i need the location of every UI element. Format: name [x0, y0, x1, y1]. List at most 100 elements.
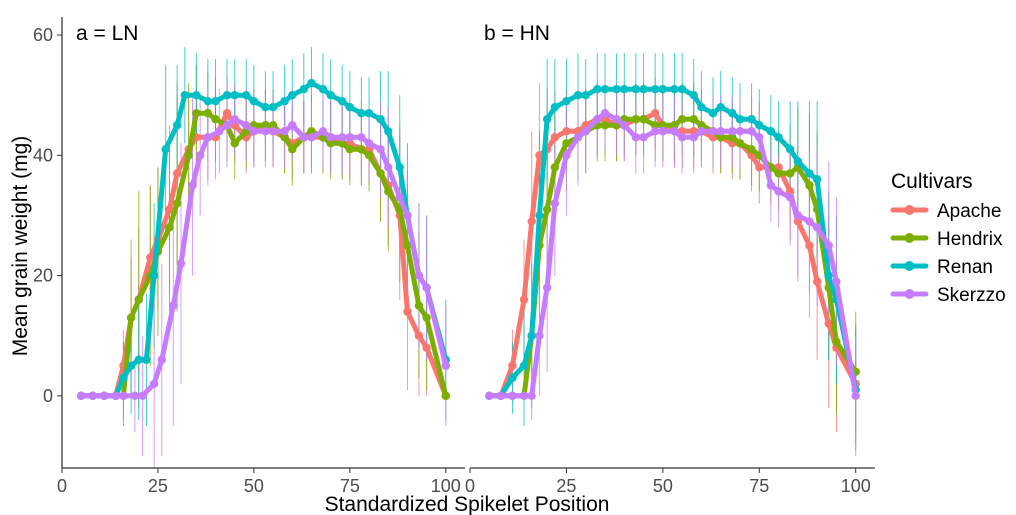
panel-a-point-skerzzo [299, 133, 308, 142]
panel-a-point-hendrix [326, 139, 335, 148]
panel-a-point-skerzzo [307, 133, 316, 142]
panel-a-series-line-apache [78, 110, 449, 399]
panel-a-point-renan [211, 96, 220, 106]
panel-a-point-renan [357, 109, 366, 118]
panel-a-point-renan [149, 271, 159, 280]
legend-title: Cultivars [891, 170, 973, 193]
panel-b-point-apache [824, 319, 833, 328]
panel-b-point-renan [766, 127, 776, 136]
panel-b-point-renan [620, 84, 629, 94]
panel-a-point-renan [249, 96, 259, 106]
panel-a-point-renan [192, 90, 201, 100]
panel-a-point-skerzzo [76, 391, 86, 401]
panel-b-point-skerzzo [519, 391, 529, 401]
panel-b-point-skerzzo [812, 223, 822, 232]
panel-a-point-skerzzo [215, 127, 224, 136]
panel-a-point-skerzzo [337, 133, 347, 142]
panel-a-point-skerzzo [345, 133, 355, 142]
panel-a-point-hendrix [403, 241, 412, 250]
panel-a-point-skerzzo [357, 133, 366, 142]
panel-b-point-skerzzo [785, 193, 795, 202]
panel-a-point-renan [161, 145, 170, 154]
panel-a-point-hendrix [184, 151, 193, 160]
panel-b-point-skerzzo [542, 283, 552, 292]
panel-a-point-skerzzo [318, 127, 328, 136]
panel-a-point-hendrix [268, 121, 278, 130]
panel-a-point-renan [326, 90, 335, 100]
panel-a-point-skerzzo [138, 391, 147, 401]
panel-a-point-apache [172, 169, 182, 178]
panel-b-point-hendrix [805, 181, 814, 190]
panel-b-point-renan [600, 84, 610, 94]
panel-b-point-skerzzo [832, 277, 841, 286]
panel-b-point-hendrix [716, 133, 725, 142]
panel-a-point-hendrix [134, 295, 143, 304]
panel-b-point-hendrix [600, 121, 610, 130]
panel-b-point-skerzzo [658, 127, 668, 136]
panel-a-point-renan [307, 78, 316, 88]
panel-a-point-hendrix [384, 187, 393, 196]
panel-a-point-hendrix [337, 139, 347, 148]
panel-a-x-tick-label: 0 [57, 476, 67, 496]
panel-a-point-renan [288, 90, 297, 100]
panel-b-point-renan [697, 103, 706, 112]
panel-b-point-skerzzo [639, 133, 648, 142]
panel-a-point-skerzzo [384, 163, 393, 172]
panel-b-point-apache [812, 277, 822, 286]
panel-a-point-skerzzo [149, 379, 159, 389]
panel-a-point-renan [142, 355, 151, 364]
panel-b-point-renan [519, 361, 529, 370]
panel-b-point-skerzzo [581, 127, 590, 136]
panel-a-point-renan [280, 96, 289, 106]
panel-a-point-renan [376, 115, 385, 124]
panel-b-point-skerzzo [650, 127, 660, 136]
panel-b-point-renan [650, 84, 660, 94]
panel-a-point-skerzzo [119, 391, 128, 401]
panel-b-point-hendrix [747, 145, 756, 154]
panel-b-point-renan [550, 103, 560, 112]
panel-a-point-skerzzo [395, 193, 404, 202]
panel-a-point-skerzzo [111, 391, 120, 401]
panel-b-point-skerzzo [735, 127, 745, 136]
panel-a-x-tick-label: 50 [244, 476, 264, 496]
panel-a-point-renan [172, 121, 182, 130]
panel-a-point-hendrix [126, 313, 136, 322]
panel-a-point-hendrix [261, 121, 270, 130]
panel-a-point-skerzzo [100, 391, 109, 401]
panel-b-point-renan [689, 90, 698, 100]
panel-b-point-skerzzo [562, 151, 571, 160]
panel-a-point-renan [230, 90, 239, 100]
panel-b-point-renan [708, 109, 718, 118]
panel-b-point-renan [508, 373, 517, 382]
panel-b-point-renan [581, 90, 590, 100]
panel-a-point-renan [268, 103, 278, 112]
panel-b-point-skerzzo [766, 181, 776, 190]
panel-b-point-renan [805, 169, 814, 178]
panel-b-point-apache [535, 151, 544, 160]
panel-a-point-skerzzo [230, 115, 239, 124]
panel-b-point-skerzzo [620, 121, 629, 130]
panel-b-x-tick-label: 50 [653, 476, 673, 496]
panel-b-point-skerzzo [593, 115, 602, 124]
legend-label: Skerzzo [937, 285, 1006, 306]
panel-b-point-skerzzo [793, 211, 803, 220]
legend-label: Apache [937, 201, 1001, 222]
panel-a-point-hendrix [211, 115, 220, 124]
panel-b-point-renan [612, 84, 621, 94]
legend-entry-apache: Apache [890, 201, 1001, 222]
panel-b-point-renan [774, 133, 783, 142]
panel-a: a = LN 0 25 50 75 100 [57, 22, 465, 496]
panel-a-point-skerzzo [376, 145, 385, 154]
y-tick-label: 60 [33, 25, 53, 45]
panel-a-point-hendrix [376, 169, 385, 178]
panel-a-point-hendrix [345, 145, 355, 154]
y-tick-label: 40 [33, 145, 53, 165]
panel-b-point-apache [650, 109, 660, 118]
panel-a-point-apache [222, 109, 232, 118]
panel-b-series-line-renan [486, 86, 859, 399]
panel-a-point-renan [384, 127, 393, 136]
panel-b-point-hendrix [631, 115, 641, 124]
panel-b-point-hendrix [832, 337, 841, 346]
panel-a-point-apache [422, 343, 431, 352]
